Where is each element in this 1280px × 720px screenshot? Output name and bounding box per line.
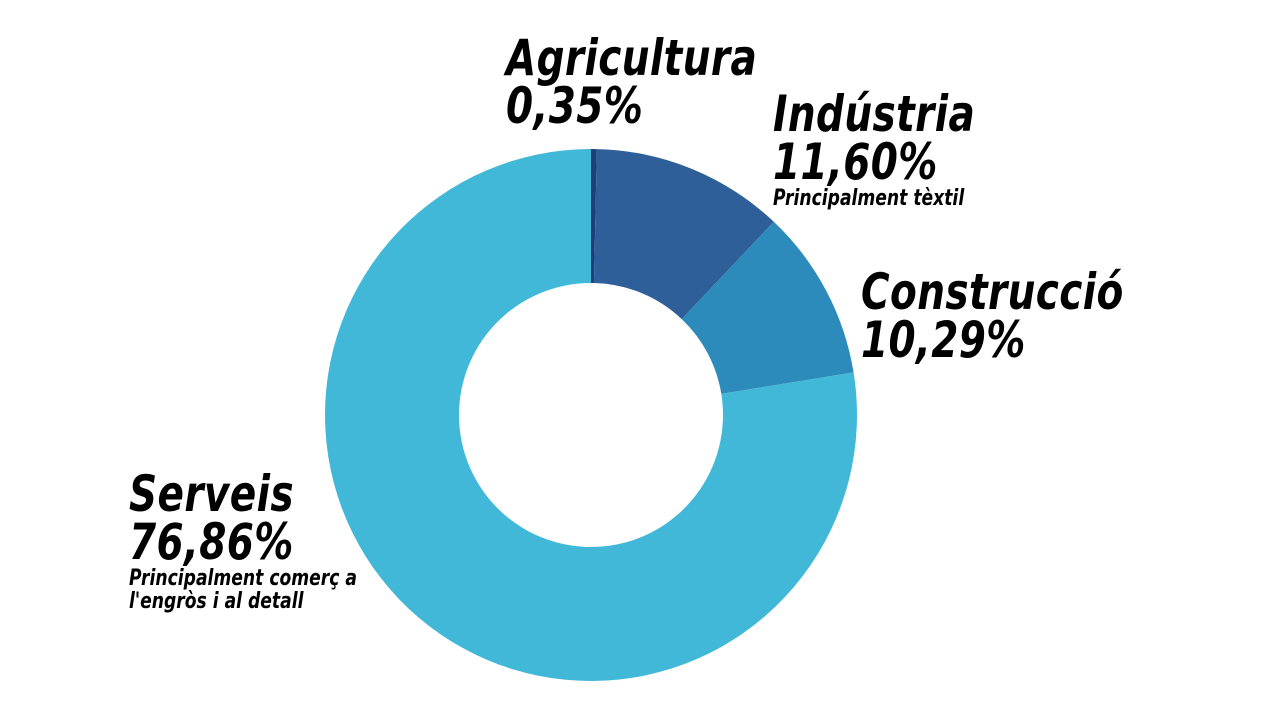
slice-name-agricultura: Agricultura (506, 29, 758, 87)
slice-label-serveis: Serveis 76,86% Principalment comerç a l'… (129, 465, 357, 614)
slice-value-construccio: 10,29% (861, 311, 1026, 369)
slice-label-industria: Indústria 11,60% Principalment tèxtil (773, 85, 976, 211)
slice-serveis (325, 149, 857, 681)
slice-value-serveis: 76,86% (129, 513, 294, 571)
slice-label-construccio: Construcció 10,29% (861, 263, 1124, 369)
slice-industria (593, 149, 774, 320)
slice-note-serveis-line-1: Principalment comerç a (129, 566, 357, 591)
slice-note-serveis-line-2: l'engròs i al detall (129, 589, 304, 614)
slice-value-agricultura: 0,35% (506, 77, 644, 135)
slice-value-industria: 11,60% (773, 133, 938, 191)
slice-construccio (681, 221, 854, 394)
slice-name-construccio: Construcció (861, 263, 1124, 321)
slice-label-agricultura: Agricultura 0,35% (506, 29, 758, 135)
slice-name-industria: Indústria (773, 85, 976, 143)
slice-note-industria: Principalment tèxtil (773, 186, 965, 211)
slice-agricultura (591, 149, 597, 284)
slice-name-serveis: Serveis (129, 465, 294, 523)
